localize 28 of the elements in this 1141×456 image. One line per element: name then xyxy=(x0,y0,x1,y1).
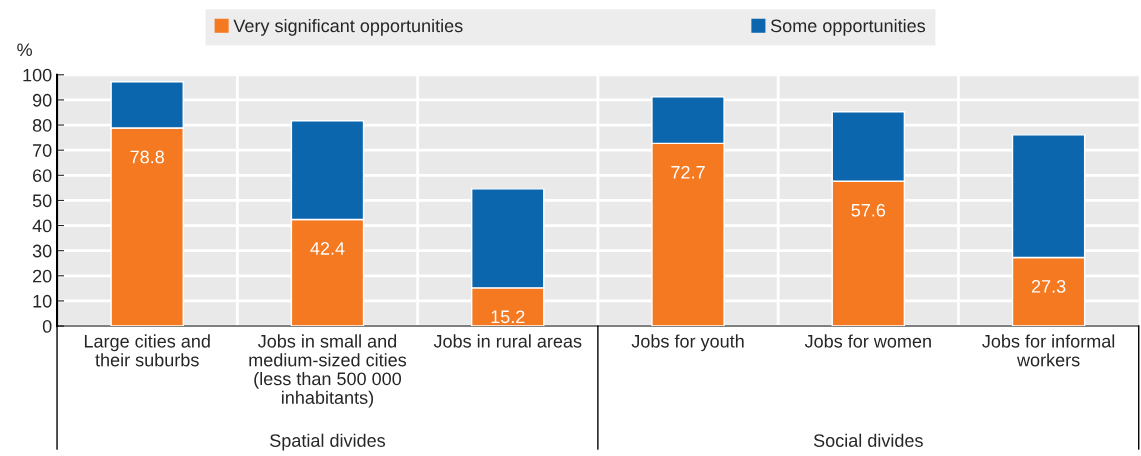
x-tick-label: Jobs in rural areas xyxy=(433,334,582,348)
data-label: 15.2 xyxy=(491,310,525,324)
y-tick-label: 30 xyxy=(32,244,52,258)
x-tick-label: Jobs for youth xyxy=(631,334,744,352)
legend-label: Very significant opportunities xyxy=(233,18,463,36)
data-label: 72.7 xyxy=(671,165,705,179)
y-tick-label: 50 xyxy=(32,194,52,208)
text: Social divides xyxy=(813,433,923,447)
legend-label: Some opportunities xyxy=(770,18,926,36)
data-label: 27.3 xyxy=(1031,279,1066,293)
y-tick-label: 0 xyxy=(42,319,52,333)
y-tick-label: 20 xyxy=(33,269,52,283)
x-tick-label: Jobs for women xyxy=(804,334,931,348)
x-tick-label: Jobs in small and medium-sized cities (less than 500 000 inhabitants) xyxy=(249,334,407,408)
y-tick-label: 10 xyxy=(33,294,52,308)
data-label: 42.4 xyxy=(310,242,345,255)
data-label: 57.6 xyxy=(851,203,886,217)
x-tick-label: Large cities and their suburbs xyxy=(84,334,210,367)
y-tick-label: 60 xyxy=(33,169,52,183)
y-tick-label: 100 xyxy=(23,68,52,82)
y-axis-title: % xyxy=(17,43,32,57)
y-tick-label: 40 xyxy=(32,219,52,233)
y-tick-label: 70 xyxy=(33,144,52,157)
x-tick-label: Jobs for informal workers xyxy=(982,334,1115,367)
y-tick-label: 90 xyxy=(32,93,52,107)
data-label: 78.8 xyxy=(130,150,164,164)
y-tick-label: 80 xyxy=(32,118,52,132)
text: Spatial divides xyxy=(270,433,386,451)
